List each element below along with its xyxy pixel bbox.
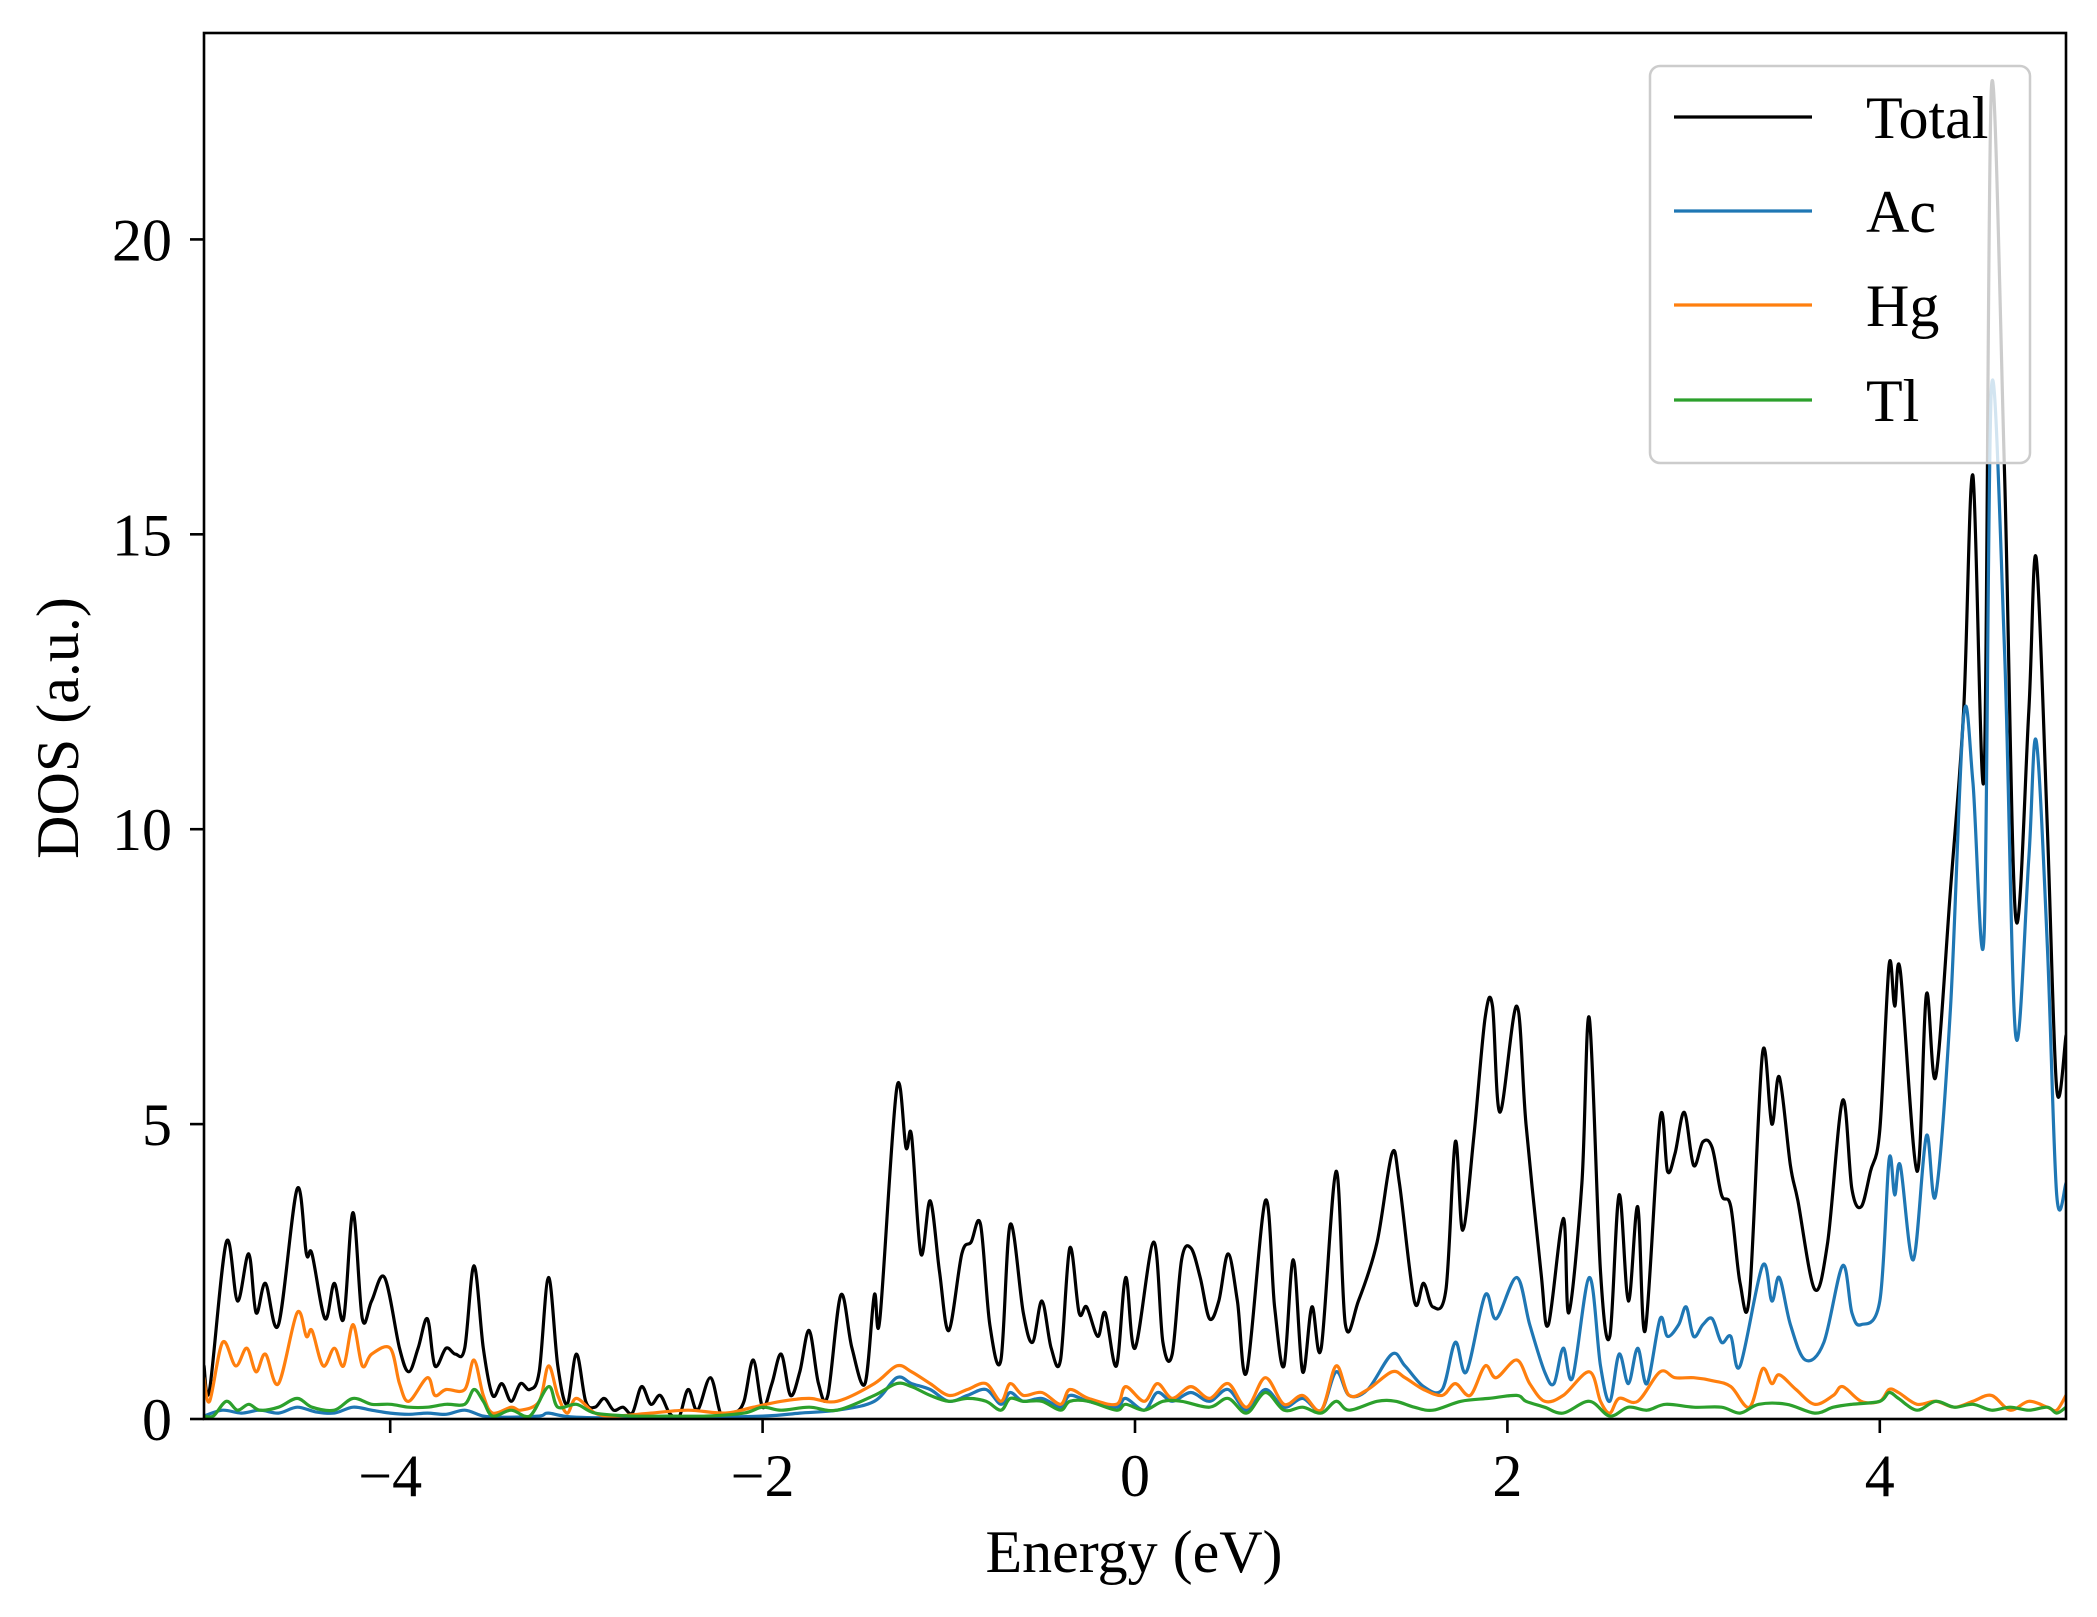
series-layer	[204, 79, 2066, 1419]
legend-label: Hg	[1866, 273, 1939, 339]
x-tick-label: −4	[358, 1443, 422, 1509]
x-tick-label: 4	[1865, 1443, 1895, 1509]
series-line-total	[204, 79, 2066, 1419]
y-tick-label: 20	[112, 207, 172, 273]
x-axis-label: Energy (eV)	[985, 1519, 1282, 1585]
legend-entry-hg: Hg	[1674, 273, 1939, 339]
legend: Total Ac Hg Tl	[1648, 64, 2032, 465]
x-tick-label: 0	[1120, 1443, 1150, 1509]
legend-entry-total: Total	[1674, 85, 1988, 151]
y-tick-label: 15	[112, 502, 172, 568]
x-axis-ticks: −4 −2 0 2 4	[358, 1419, 1895, 1509]
y-tick-label: 5	[142, 1092, 172, 1158]
y-axis-ticks: 0 5 10 15 20	[112, 207, 204, 1453]
y-tick-label: 10	[112, 797, 172, 863]
x-tick-label: −2	[731, 1443, 795, 1509]
y-axis-label: DOS (a.u.)	[25, 597, 91, 859]
legend-label: Ac	[1866, 179, 1936, 245]
legend-box	[1648, 64, 2032, 465]
legend-entry-tl: Tl	[1674, 368, 1919, 434]
legend-label: Tl	[1866, 368, 1919, 434]
x-tick-label: 2	[1492, 1443, 1522, 1509]
series-line-tl	[204, 1381, 2066, 1419]
series-line-hg	[204, 1309, 2066, 1418]
y-tick-label: 0	[142, 1387, 172, 1453]
series-line-ac	[204, 378, 2066, 1419]
legend-label: Total	[1866, 85, 1988, 151]
legend-entry-ac: Ac	[1674, 179, 1936, 245]
